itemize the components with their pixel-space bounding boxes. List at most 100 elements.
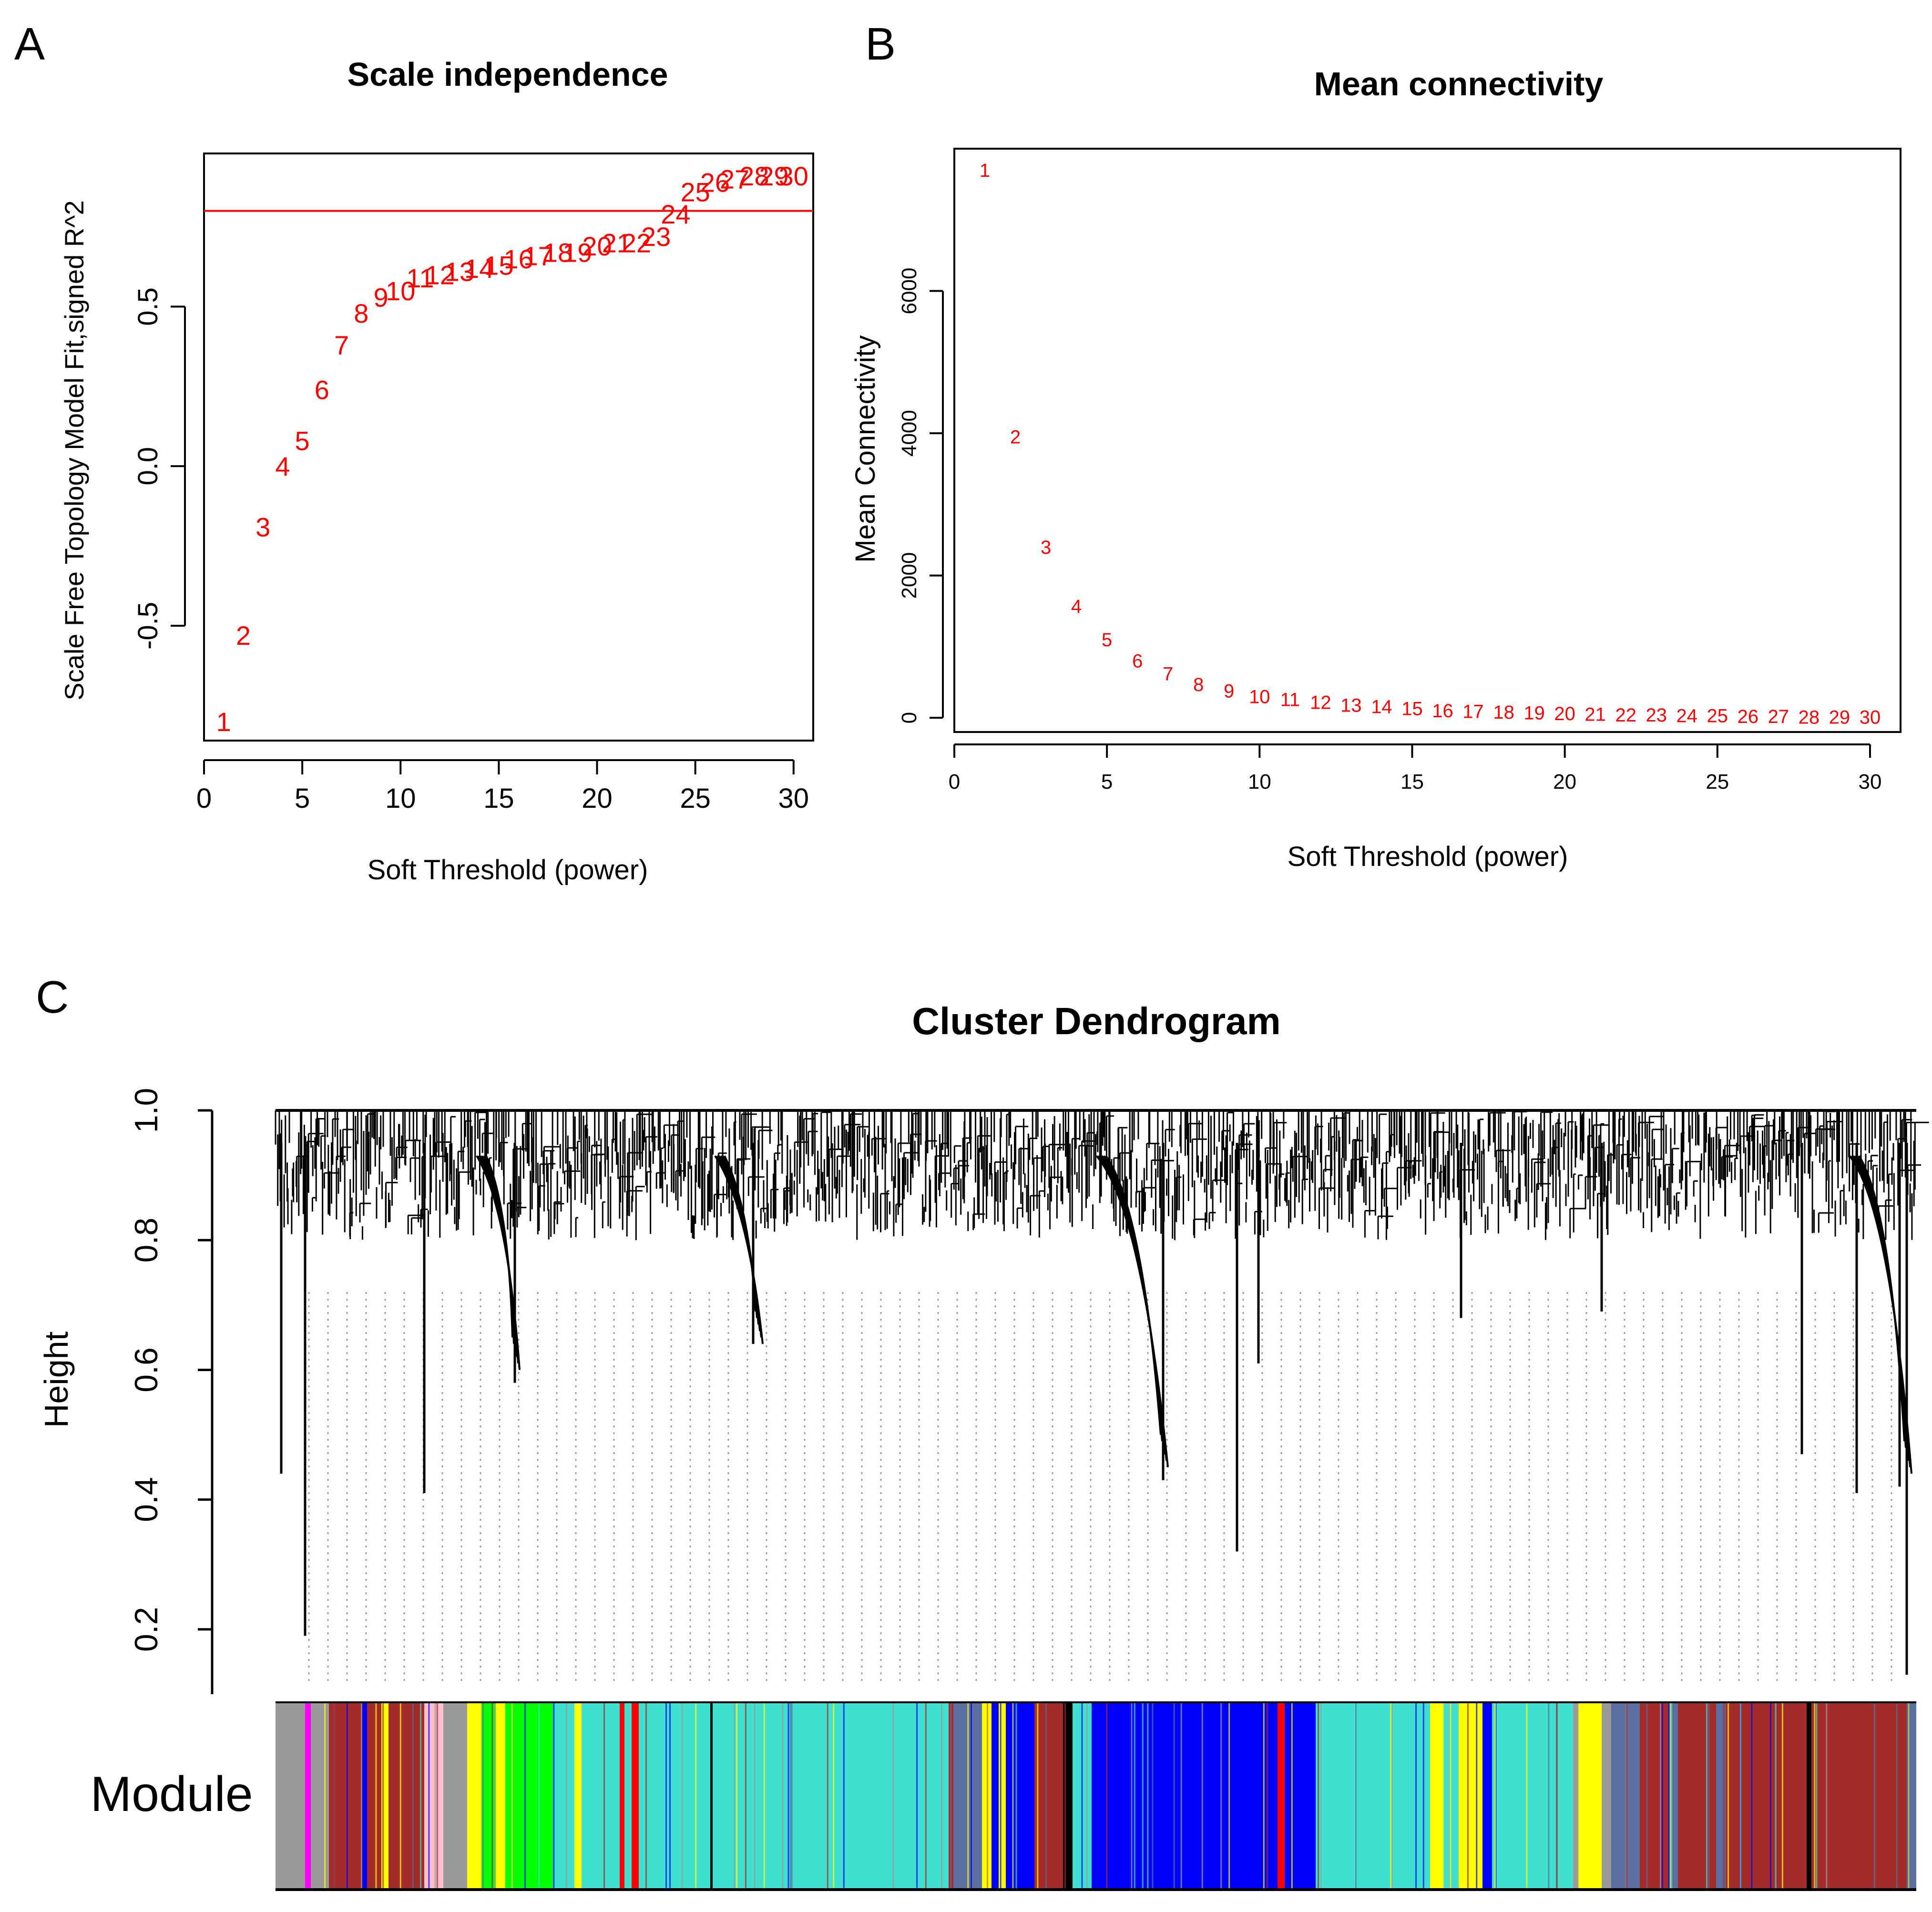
module-color-stripe (491, 1702, 493, 1890)
module-color-stripe (1131, 1702, 1133, 1890)
module-color-stripe (1064, 1702, 1066, 1890)
chart-a-x-tick-label: 15 (483, 783, 514, 814)
chart-b-point-label: 21 (1584, 704, 1606, 725)
module-color-stripe (1147, 1702, 1149, 1890)
chart-c-y-tick-label: 0.2 (128, 1607, 164, 1652)
module-color-segment (1482, 1702, 1492, 1890)
module-color-stripe (1000, 1702, 1002, 1890)
module-color-stripe (655, 1702, 657, 1890)
module-color-stripe (1012, 1702, 1014, 1890)
chart-a-points: 1234567891011121314151617181920212223242… (216, 161, 808, 737)
dendrogram-bundle (485, 1155, 513, 1338)
module-color-stripe (787, 1702, 789, 1890)
chart-a-title: Scale independence (347, 56, 668, 93)
chart-b-y-tick-label: 6000 (898, 268, 921, 315)
panel-c: C Cluster Dendrogram Height 0.2 0.4 0.6 0.8… (36, 972, 1929, 1891)
module-color-stripe (1180, 1702, 1182, 1890)
module-color-stripe (399, 1702, 401, 1890)
chart-a-point-label: 20 (582, 231, 612, 261)
module-color-stripe (1148, 1702, 1150, 1890)
chart-a-point-label: 11 (406, 263, 434, 293)
module-color-stripe (524, 1702, 526, 1890)
chart-b-point-label: 19 (1523, 703, 1545, 724)
module-color-stripe (1173, 1702, 1175, 1890)
module-color-stripe (324, 1702, 326, 1890)
chart-b-y-tick-label: 4000 (898, 410, 921, 457)
module-color-stripe (1391, 1702, 1393, 1890)
module-color-stripe (1751, 1702, 1753, 1890)
chart-b-point-label: 27 (1768, 706, 1789, 727)
panel-b: B Mean connectivity 0 5 10 15 20 25 3002000400… (850, 19, 1901, 872)
chart-b-point-label: 23 (1646, 705, 1667, 726)
module-color-stripe (346, 1702, 348, 1890)
chart-b-point-label: 17 (1462, 702, 1484, 722)
module-color-stripe (333, 1702, 335, 1890)
module-color-stripe (1708, 1702, 1710, 1890)
module-color-stripe (1548, 1702, 1550, 1890)
module-color-stripe (1753, 1702, 1755, 1890)
module-color-stripe (833, 1702, 835, 1890)
chart-a-point-label: 19 (562, 238, 592, 268)
module-color-segment (1092, 1702, 1278, 1890)
chart-b-x-tick-label: 0 (949, 770, 960, 793)
chart-b-point-label: 30 (1860, 707, 1881, 728)
module-color-stripe (1556, 1702, 1558, 1890)
module-color-stripe (1142, 1702, 1144, 1890)
module-color-stripe (1220, 1702, 1222, 1890)
module-color-stripe (1908, 1702, 1910, 1890)
module-color-segment (1811, 1702, 1907, 1890)
module-color-segment (1034, 1702, 1063, 1890)
module-color-stripe (763, 1702, 765, 1890)
chart-b-x-tick-label: 30 (1858, 770, 1881, 793)
module-color-stripe (827, 1702, 828, 1890)
chart-a-point-label: 9 (373, 282, 388, 312)
module-color-stripe (1669, 1702, 1671, 1890)
panel-label-c: C (36, 972, 69, 1023)
chart-b-point-label: 18 (1493, 702, 1514, 723)
module-color-stripe (1201, 1702, 1203, 1890)
chart-a-point-label: 22 (622, 228, 651, 258)
chart-a-point-label: 13 (445, 257, 474, 287)
chart-b-point-label: 2 (1010, 427, 1021, 448)
dendrogram-bundle (1095, 1155, 1169, 1467)
module-color-stripe (1660, 1702, 1662, 1890)
chart-a-y-tick-label: 0.5 (133, 287, 164, 326)
chart-c-y-tick-label: 0.8 (128, 1218, 164, 1263)
module-color-stripe (1045, 1702, 1047, 1890)
chart-b-point-label: 24 (1676, 706, 1698, 727)
module-color-stripe (1086, 1702, 1088, 1890)
module-color-segment (388, 1702, 424, 1890)
chart-a-x-tick-label: 10 (385, 783, 416, 814)
chart-a-point-label: 4 (275, 451, 290, 481)
module-color-stripe (361, 1702, 363, 1890)
module-color-stripe (754, 1702, 756, 1890)
module-color-stripe (1106, 1702, 1108, 1890)
chart-b-point-label: 20 (1554, 703, 1575, 724)
module-color-stripe (791, 1702, 793, 1890)
module-color-segment (1573, 1702, 1578, 1890)
module-color-stripe (1134, 1702, 1135, 1890)
module-color-stripe (642, 1702, 644, 1890)
chart-b-point-label: 6 (1132, 651, 1143, 672)
module-color-segment (1285, 1702, 1316, 1890)
module-color-segment (999, 1702, 1006, 1890)
chart-a-point-label: 27 (720, 164, 749, 194)
module-color-segment (367, 1702, 381, 1890)
module-color-stripe (428, 1702, 430, 1890)
chart-a-point-label: 24 (661, 199, 690, 229)
module-color-stripe (971, 1702, 972, 1890)
module-color-stripe (727, 1702, 729, 1890)
module-color-segment (1678, 1702, 1716, 1890)
module-color-segment (1611, 1702, 1640, 1890)
chart-a-point-label: 26 (700, 167, 730, 197)
module-color-stripe (1193, 1702, 1195, 1890)
chart-a-point-label: 15 (484, 250, 513, 280)
chart-a-x-tick-label: 0 (196, 783, 212, 814)
chart-c-ylabel: Height (38, 1332, 75, 1428)
module-color-stripe (1130, 1702, 1132, 1890)
module-color-stripe (733, 1702, 735, 1890)
module-color-stripe (412, 1702, 414, 1890)
module-color-stripe (1319, 1702, 1321, 1890)
chart-a-plot-box (203, 153, 814, 742)
chart-b-point-label: 10 (1249, 686, 1270, 707)
